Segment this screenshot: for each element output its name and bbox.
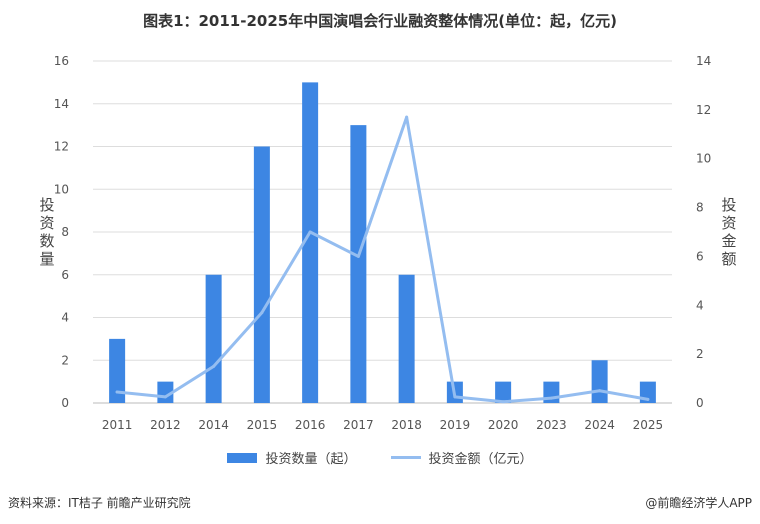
x-tick-label: 2014 [198,418,229,432]
x-tick-label: 2012 [150,418,181,432]
y-right-tick-label: 4 [696,298,704,312]
bar-2024 [591,360,608,403]
legend-label-count: 投资数量（起） [265,452,357,467]
y-right-tick-label: 0 [696,396,704,410]
bar-2016 [302,82,319,403]
legend-item-count: 投资数量（起） [227,448,357,467]
bar-2020 [495,381,512,403]
y-left-tick-label: 2 [61,353,69,367]
y-right-tick-label: 12 [696,103,711,117]
credit-note: @前瞻经济学人APP [645,496,752,510]
amount-point-2014 [212,364,216,368]
amount-point-2019 [453,395,457,399]
legend-label-amount: 投资金额（亿元） [428,452,533,467]
bar-2018 [398,274,415,403]
y-right-tick-label: 10 [696,152,711,166]
y-right-tick-label: 14 [696,54,711,68]
y-left-tick-label: 14 [54,97,69,111]
y-right-tick-label: 2 [696,347,704,361]
amount-point-2012 [163,395,167,399]
legend: 投资数量（起） 投资金额（亿元） [0,448,760,467]
bar-2015 [253,146,270,403]
y-left-tick-label: 8 [61,225,69,239]
x-tick-label: 2020 [488,418,519,432]
x-tick-label: 2019 [440,418,471,432]
bar-2014 [205,274,222,403]
amount-point-2017 [356,254,360,258]
chart-title: 图表1：2011-2025年中国演唱会行业融资整体情况(单位：起，亿元) [143,12,617,30]
amount-point-2025 [646,397,650,401]
amount-point-2018 [405,115,409,119]
amount-point-2023 [549,396,553,400]
amount-line [115,115,650,404]
legend-swatch-bar [227,452,258,463]
amount-point-2015 [260,311,264,315]
legend-item-amount: 投资金额（亿元） [390,448,533,467]
x-tick-label: 2017 [343,418,374,432]
amount-point-2024 [598,389,602,393]
legend-swatch-line [390,456,421,459]
y-left-tick-label: 6 [61,268,69,282]
x-tick-label: 2015 [247,418,278,432]
y-left-tick-label: 16 [54,54,69,68]
y-right-tick-label: 8 [696,201,704,215]
amount-point-2016 [308,230,312,234]
bar-2011 [109,338,126,403]
y-right-tick-label: 6 [696,249,704,263]
y-left-tick-label: 4 [61,311,69,325]
y-left-tick-label: 10 [54,182,69,196]
bar-2017 [350,125,367,403]
x-tick-label: 2011 [102,418,133,432]
x-tick-label: 2023 [536,418,567,432]
x-tick-label: 2018 [391,418,422,432]
x-tick-label: 2024 [584,418,615,432]
amount-point-2011 [115,390,119,394]
y-axis-right-label: 投资金额 [721,196,737,268]
source-note: 资料来源：IT桔子 前瞻产业研究院 [8,496,191,510]
x-tick-label: 2016 [295,418,326,432]
x-tick-label: 2025 [633,418,664,432]
y-left-tick-label: 0 [61,396,69,410]
amount-point-2020 [501,400,505,404]
y-axis-left-label: 投资数量 [39,196,55,268]
y-left-tick-label: 12 [54,140,69,154]
